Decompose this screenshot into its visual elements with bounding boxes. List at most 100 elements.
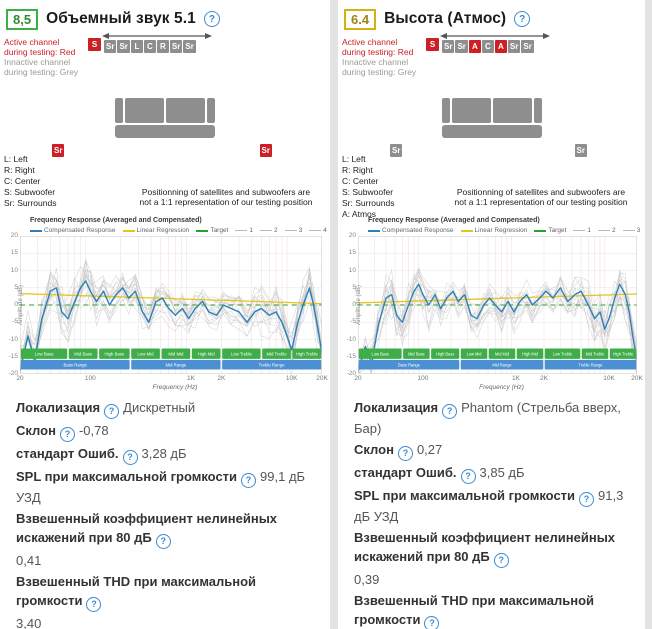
legend-item: 4: [309, 227, 327, 234]
stat-row: Локализация? Дискретный: [16, 398, 318, 419]
legend-swatch: [309, 230, 322, 231]
stat-value: 99,1 дБ УЗД: [16, 469, 306, 505]
help-icon[interactable]: ?: [442, 404, 458, 419]
svg-text:Treble Range: Treble Range: [578, 362, 603, 367]
help-icon[interactable]: ?: [397, 446, 413, 461]
help-icon[interactable]: ?: [155, 534, 171, 549]
help-icon[interactable]: ?: [579, 492, 595, 507]
stat-value: 3,28 дБ: [141, 446, 187, 461]
legend-item: Compensated Response: [30, 227, 116, 234]
stat-value: Phantom (Стрельба вверх, Бар): [354, 400, 621, 436]
legend-swatch: [284, 230, 297, 231]
help-icon[interactable]: ?: [86, 597, 102, 612]
stat-label: Взвешенный коэффициент нелинейных искаже…: [354, 530, 616, 564]
soundbar-channels: Sr Sr L C R Sr Sr: [104, 40, 196, 53]
help-icon[interactable]: ?: [514, 11, 531, 27]
plot-area: Low Bass Mid Bass High Bass Low Mid Mid Mid H…: [358, 236, 637, 374]
legend-item: Linear Regression: [122, 227, 189, 234]
subwoofer-box: S: [88, 38, 101, 51]
satellite-left-box: Sr: [52, 144, 65, 157]
channel-legend-line: S: Subwoofer: [4, 187, 56, 197]
section-title: Высота (Атмос): [384, 10, 507, 27]
stat-row: стандарт Ошиб.? 3,28 дБ: [16, 444, 318, 465]
help-icon[interactable]: ?: [104, 404, 120, 419]
stat-value: 0,27: [416, 442, 443, 457]
x-tick: 2K: [217, 375, 226, 382]
stat-row: SPL при максимальной громкости? 91,3 дБ У…: [354, 486, 633, 526]
stat-value: 0,39: [354, 572, 380, 587]
stat-row: Взвешенный THD при максимальной громкост…: [354, 591, 633, 629]
channel-legend-line: A: Atmos: [342, 209, 377, 219]
svg-text:Low Mid: Low Mid: [138, 351, 155, 356]
channel-box-a: A: [468, 40, 481, 53]
soundbar-channels: Sr Sr A C A Sr Sr: [442, 40, 534, 53]
stat-row: стандарт Ошиб.? 3,85 дБ: [354, 463, 633, 484]
speaker-position-diagram: Active channel during testing: Red Innac…: [338, 33, 645, 219]
svg-text:High Bass: High Bass: [436, 351, 454, 356]
help-icon[interactable]: ?: [241, 473, 257, 488]
channel-legend-line: C: Center: [4, 176, 41, 186]
y-tick: 0: [352, 301, 356, 308]
active-channel-note: Active channel during testing: Red Innac…: [342, 37, 417, 77]
speaker-position-diagram: Active channel during testing: Red Innac…: [0, 33, 330, 214]
y-tick: 15: [348, 249, 356, 257]
y-axis-title: Amplitude (dB): [17, 285, 24, 325]
y-tick: 20: [348, 232, 356, 239]
legend-item: 1: [573, 227, 591, 234]
stat-value: -0,78: [78, 423, 109, 438]
legend-swatch: [122, 229, 135, 232]
svg-text:Low Mid: Low Mid: [467, 351, 483, 356]
active-channel-note: Active channel during testing: Red Innac…: [4, 37, 79, 77]
positioning-note: Positionning of satellites and subwoofer…: [139, 187, 313, 207]
x-tick: 100: [417, 375, 429, 382]
channel-box-c: C: [481, 40, 494, 53]
channel-legend-line: L: Left: [342, 154, 366, 164]
svg-text:High Treble: High Treble: [613, 351, 634, 356]
legend-swatch: [235, 230, 248, 231]
svg-text:Mid Treble: Mid Treble: [266, 351, 287, 356]
y-tick: -10: [346, 335, 356, 343]
stat-label: Взвешенный THD при максимальной громкост…: [354, 593, 595, 627]
svg-text:High Mid: High Mid: [198, 351, 216, 356]
stat-row: Локализация? Phantom (Стрельба вверх, Бар…: [354, 398, 633, 438]
channel-legend-line: R: Right: [4, 165, 35, 175]
section-title: Объемный звук 5.1: [46, 10, 196, 27]
svg-text:Low Bass: Low Bass: [35, 351, 54, 356]
legend-item: 1: [235, 227, 253, 234]
legend-swatch: [460, 229, 473, 232]
soundbar-width-arrow-icon: [440, 33, 550, 39]
chart-title: Frequency Response (Averaged and Compens…: [368, 217, 540, 224]
legend-swatch: [598, 230, 611, 231]
svg-text:Mid Range: Mid Range: [492, 362, 512, 367]
channel-box-r: R: [156, 40, 169, 53]
svg-text:High Bass: High Bass: [105, 351, 125, 356]
y-tick: 15: [10, 249, 18, 257]
svg-text:Treble Range: Treble Range: [259, 362, 286, 367]
help-icon[interactable]: ?: [424, 616, 440, 629]
x-tick: 100: [84, 375, 96, 382]
help-icon[interactable]: ?: [460, 469, 476, 484]
help-icon[interactable]: ?: [203, 11, 220, 27]
legend-item: 2: [260, 227, 278, 234]
y-tick: 20: [10, 232, 18, 239]
score-badge: 8,5: [6, 8, 39, 30]
plot-area: Low Bass Mid Bass High Bass Low Mid Mid Mid H…: [20, 236, 322, 374]
stat-value: Дискретный: [123, 400, 196, 415]
subwoofer-box: S: [426, 38, 439, 51]
help-icon[interactable]: ?: [122, 450, 138, 465]
help-icon[interactable]: ?: [493, 553, 509, 568]
legend-swatch: [30, 229, 42, 232]
y-tick: 0: [14, 301, 18, 308]
stat-row: Склон? 0,27: [354, 440, 633, 461]
stat-row: Взвешенный THD при максимальной громкост…: [16, 572, 318, 612]
y-tick: 10: [10, 266, 18, 274]
couch-icon: [441, 98, 542, 138]
help-icon[interactable]: ?: [59, 427, 75, 442]
x-axis-title: Frequency (Hz): [479, 384, 524, 391]
y-tick: 5: [14, 283, 18, 291]
stat-row: Склон? -0,78: [16, 421, 318, 442]
stat-value: 3,85 дБ: [479, 465, 525, 480]
legend-item: 3: [284, 227, 302, 234]
x-tick: 10K: [603, 375, 615, 382]
stat-label: стандарт Ошиб.: [16, 446, 119, 461]
